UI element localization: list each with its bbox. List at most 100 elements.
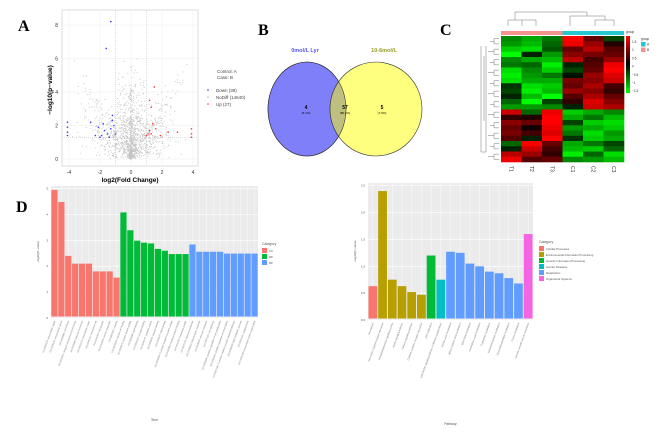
volcano-point-nodiff: [127, 117, 129, 119]
volcano-point-nodiff: [128, 153, 130, 156]
volcano-point-nodiff: [127, 120, 129, 122]
volcano-point-nodiff: [84, 115, 86, 117]
go-bar: [182, 254, 189, 317]
volcano-point-nodiff: [130, 108, 132, 110]
volcano-point-nodiff: [132, 123, 134, 125]
heatmap-cell: [603, 57, 625, 63]
heatmap-cell: [542, 141, 563, 147]
volcano-point-nodiff: [143, 86, 145, 89]
heatmap-cell: [583, 146, 604, 152]
volcano-point-nodiff: [125, 135, 127, 137]
volcano-point-nodiff: [113, 145, 115, 147]
volcano-point-nodiff: [157, 117, 160, 119]
heatmap-cell: [501, 109, 522, 116]
volcano-point-nodiff: [148, 133, 150, 135]
volcano-point-nodiff: [123, 144, 125, 146]
go-bar: [196, 251, 203, 317]
heatmap-cell: [501, 83, 522, 89]
volcano-point-nodiff: [161, 118, 163, 120]
volcano-point-nodiff: [111, 137, 113, 139]
heatmap-cell: [583, 93, 604, 100]
volcano-point-nodiff: [117, 130, 119, 132]
volcano-point-nodiff: [110, 131, 112, 133]
heatmap-cell: [583, 99, 604, 105]
volcano-point-nodiff: [127, 151, 129, 153]
volcano-point-nodiff: [136, 72, 138, 74]
volcano-point-nodiff: [129, 131, 131, 133]
volcano-point-nodiff: [122, 155, 124, 157]
heatmap-row-dendrogram: [480, 38, 499, 160]
volcano-point-nodiff: [151, 135, 153, 137]
volcano-point-nodiff: [142, 135, 144, 137]
volcano-point-nodiff: [120, 127, 122, 129]
volcano-point-nodiff: [167, 134, 169, 136]
volcano-point-nodiff: [125, 142, 127, 144]
volcano-point-nodiff: [118, 104, 120, 106]
volcano-point-nodiff: [125, 125, 128, 127]
go-bar: [230, 253, 237, 317]
volcano-point-nodiff: [147, 150, 149, 152]
volcano-point-nodiff: [148, 124, 150, 126]
volcano-point-nodiff: [130, 84, 132, 86]
heatmap-cell: [521, 130, 543, 137]
volcano-point-nodiff: [159, 137, 161, 139]
volcano-point-nodiff: [117, 103, 119, 105]
heatmap-cell: [501, 72, 522, 79]
volcano-point-nodiff: [125, 129, 127, 131]
volcano-point-nodiff: [119, 149, 121, 151]
volcano-point-nodiff: [108, 117, 110, 119]
volcano-point-nodiff: [120, 156, 122, 158]
volcano-point-nodiff: [132, 141, 134, 143]
volcano-point-nodiff: [77, 131, 79, 133]
volcano-point-nodiff: [119, 151, 121, 153]
heatmap-cell: [501, 46, 522, 53]
volcano-point-nodiff: [123, 147, 125, 149]
volcano-point-nodiff: [134, 139, 136, 141]
volcano-point-nodiff: [134, 149, 136, 151]
volcano-point-nodiff: [128, 119, 130, 121]
volcano-y-tick-label: 2: [55, 124, 58, 130]
volcano-point-nodiff: [115, 155, 118, 157]
volcano-point-nodiff: [161, 91, 163, 93]
volcano-point-nodiff: [165, 133, 167, 135]
volcano-point-nodiff: [104, 115, 106, 118]
volcano-point-nodiff: [127, 145, 129, 147]
volcano-point-nodiff: [134, 126, 136, 129]
heatmap-cell: [542, 104, 563, 110]
heatmap-column-label: T1: [507, 166, 513, 172]
heatmap-cell: [521, 99, 543, 105]
volcano-point-nodiff: [98, 121, 100, 124]
volcano-point-nodiff: [129, 121, 131, 123]
volcano-point-nodiff: [120, 115, 122, 117]
volcano-point-nodiff: [137, 140, 139, 142]
volcano-point-nodiff: [96, 99, 98, 101]
volcano-point-nodiff: [133, 72, 135, 74]
volcano-point-nodiff: [96, 105, 98, 107]
volcano-point-nodiff: [140, 151, 142, 153]
kegg-bar: [446, 251, 455, 319]
volcano-point-nodiff: [108, 146, 110, 148]
volcano-point-nodiff: [121, 148, 123, 150]
heatmap-cell: [501, 88, 522, 95]
volcano-point-nodiff: [86, 94, 88, 96]
volcano-point-nodiff: [139, 126, 141, 128]
volcano-point-nodiff: [73, 60, 75, 62]
heatmap-cell: [521, 141, 543, 147]
heatmap-cell: [603, 141, 625, 147]
heatmap-cell: [562, 109, 584, 116]
heatmap-cell: [583, 88, 604, 95]
volcano-point-nodiff: [97, 151, 99, 153]
heatmap-group-bar: [562, 31, 583, 35]
volcano-point-nodiff: [103, 138, 105, 140]
volcano-point-nodiff: [123, 103, 125, 105]
volcano-point-nodiff: [138, 104, 141, 106]
volcano-point-nodiff: [85, 110, 87, 112]
volcano-point-nodiff: [104, 145, 106, 148]
volcano-point-nodiff: [144, 126, 146, 129]
volcano-point-nodiff: [149, 151, 151, 153]
volcano-point-nodiff: [153, 139, 155, 141]
kegg-legend-key: [539, 270, 544, 275]
volcano-point-up: [151, 123, 154, 125]
heatmap-cell: [583, 36, 604, 42]
go-x-tick-label: GO:0016787~hydrolase activity: [174, 320, 188, 352]
